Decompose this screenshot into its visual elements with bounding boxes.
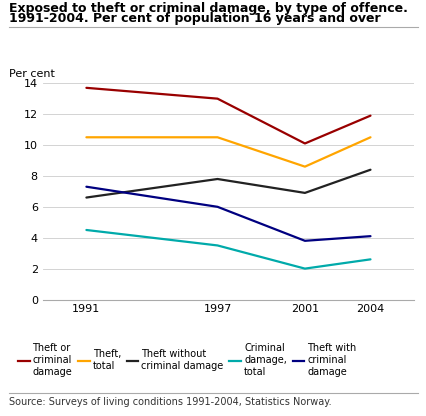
Legend: Theft or
criminal
damage, Theft,
total, Theft without
criminal damage, Criminal
: Theft or criminal damage, Theft, total, … — [18, 343, 356, 376]
Text: Exposed to theft or criminal damage, by type of offence.: Exposed to theft or criminal damage, by … — [9, 2, 406, 15]
Text: Source: Surveys of living conditions 1991-2004, Statistics Norway.: Source: Surveys of living conditions 199… — [9, 397, 331, 407]
Text: Per cent: Per cent — [9, 69, 54, 79]
Text: 1991-2004. Per cent of population 16 years and over: 1991-2004. Per cent of population 16 yea… — [9, 12, 379, 25]
